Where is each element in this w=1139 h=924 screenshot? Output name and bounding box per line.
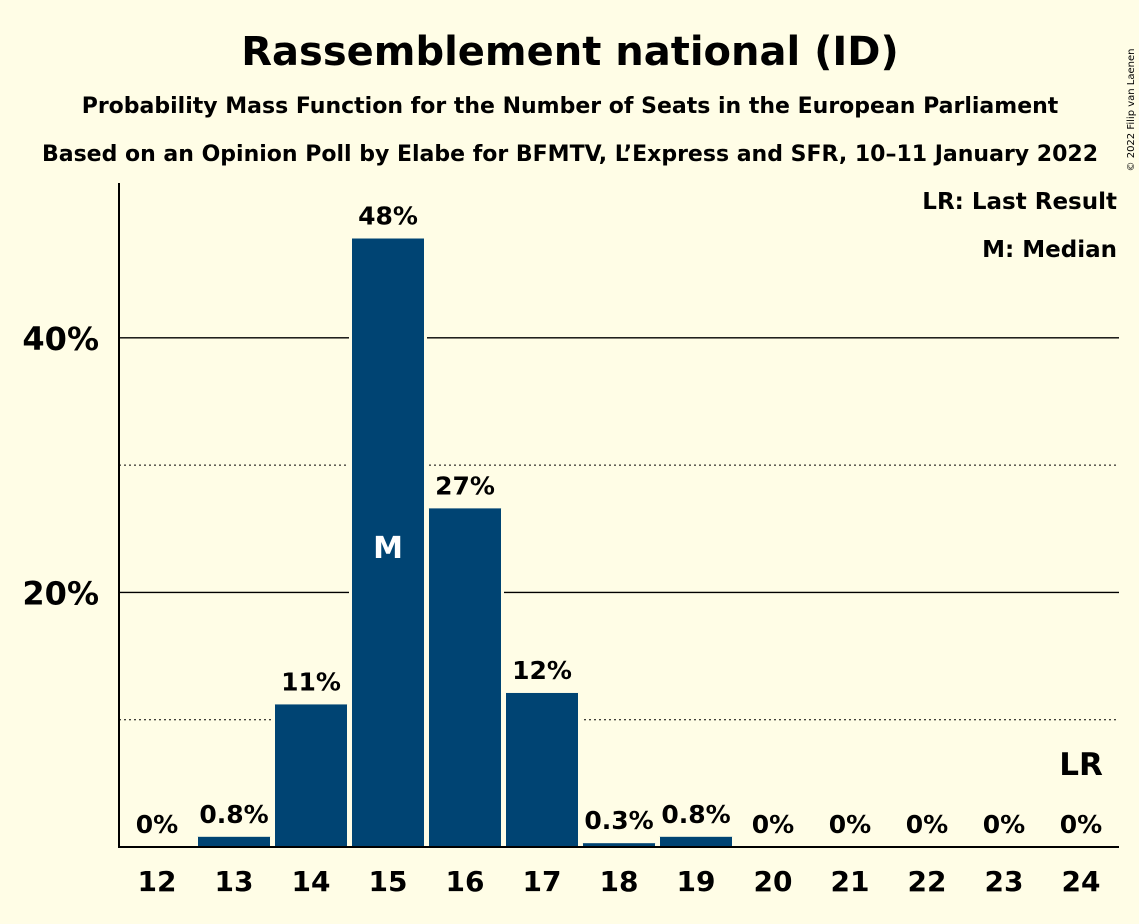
data-label: 0% xyxy=(906,810,948,839)
x-tick-label: 12 xyxy=(138,865,177,898)
bar-seats-16 xyxy=(428,508,502,847)
chart-subtitle: Probability Mass Function for the Number… xyxy=(82,94,1059,119)
y-tick-label: 40% xyxy=(22,320,99,358)
y-tick-label: 20% xyxy=(22,574,99,612)
bar-seats-17 xyxy=(505,692,579,847)
data-label: 12% xyxy=(512,656,572,685)
x-tick-label: 17 xyxy=(523,865,562,898)
x-tick-label: 19 xyxy=(677,865,716,898)
x-tick-label: 14 xyxy=(292,865,331,898)
x-tick-label: 15 xyxy=(369,865,408,898)
x-tick-label: 21 xyxy=(831,865,870,898)
data-label: 0.3% xyxy=(584,806,653,835)
x-axis: 12 13 14 15 16 17 18 19 20 21 22 23 24 xyxy=(119,846,1119,898)
chart-subtitle-poll: Based on an Opinion Poll by Elabe for BF… xyxy=(42,142,1098,167)
x-tick-label: 23 xyxy=(985,865,1024,898)
data-label: 48% xyxy=(358,202,418,231)
data-label: 0% xyxy=(983,810,1025,839)
grid-lines xyxy=(119,337,1119,721)
bar-seats-14 xyxy=(274,704,348,847)
data-label: 11% xyxy=(281,667,341,696)
x-tick-label: 20 xyxy=(754,865,793,898)
data-label: 0% xyxy=(752,810,794,839)
data-labels: 0% 0.8% 11% 48% M 27% 12% 0.3% 0.8% 0% 0% 0% 0% 0% LR xyxy=(136,202,1103,839)
x-tick-label: 22 xyxy=(908,865,947,898)
legend-last-result: LR: Last Result xyxy=(922,189,1117,215)
x-tick-label: 24 xyxy=(1062,865,1101,898)
bars xyxy=(195,238,735,848)
y-axis: 20% 40% xyxy=(22,183,120,848)
data-label: 0.8% xyxy=(199,800,268,829)
legend-median: M: Median xyxy=(982,237,1117,263)
bar-seats-15 xyxy=(351,238,425,848)
data-label: 0% xyxy=(829,810,871,839)
data-label: 0% xyxy=(1060,810,1102,839)
bar-seats-18 xyxy=(582,843,656,847)
x-tick-label: 13 xyxy=(215,865,254,898)
bar-seats-13 xyxy=(197,836,271,847)
data-label: 27% xyxy=(435,471,495,500)
x-tick-label: 16 xyxy=(446,865,485,898)
median-marker: M xyxy=(373,531,403,566)
copyright-notice: © 2022 Filip van Laenen xyxy=(1126,49,1137,172)
bar-seats-19 xyxy=(659,836,733,847)
data-label: 0.8% xyxy=(661,800,730,829)
x-tick-label: 18 xyxy=(600,865,639,898)
chart-title: Rassemblement national (ID) xyxy=(241,29,899,75)
data-label: 0% xyxy=(136,810,178,839)
last-result-marker: LR xyxy=(1059,747,1103,783)
